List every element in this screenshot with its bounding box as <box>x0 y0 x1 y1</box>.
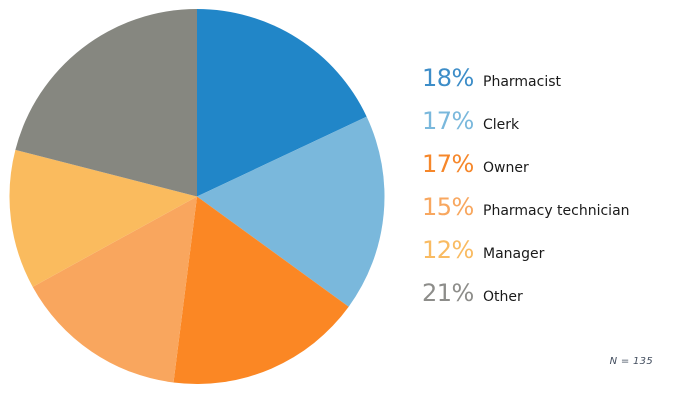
legend-label: Owner <box>483 160 529 176</box>
legend-label: Manager <box>483 246 545 262</box>
pie-slice-owner <box>173 196 349 384</box>
legend-label: Other <box>483 289 523 305</box>
pie-slice-other <box>15 9 198 197</box>
legend-percent: 17% <box>422 107 474 135</box>
pie-slice-pharmacist <box>197 9 367 197</box>
pie-slice-clerk <box>197 116 385 307</box>
legend-item-pharmacy-technician: 15% Pharmacy technician <box>422 193 630 222</box>
pie-slice-pharmacy-technician <box>32 196 197 383</box>
legend-item-manager: 12% Manager <box>422 236 630 265</box>
legend: 18% Pharmacist 17% Clerk 17% Owner 15% P… <box>422 64 630 322</box>
legend-percent: 15% <box>422 193 474 221</box>
legend-item-owner: 17% Owner <box>422 150 630 179</box>
legend-label: Clerk <box>483 117 520 133</box>
legend-item-pharmacist: 18% Pharmacist <box>422 64 630 93</box>
legend-percent: 21% <box>422 279 474 307</box>
legend-percent: 18% <box>422 64 474 92</box>
legend-label: Pharmacist <box>483 74 561 90</box>
legend-label: Pharmacy technician <box>483 203 630 219</box>
legend-item-clerk: 17% Clerk <box>422 107 630 136</box>
pie-chart <box>9 9 385 384</box>
legend-percent: 17% <box>422 150 474 178</box>
legend-item-other: 21% Other <box>422 279 630 308</box>
pie-slice-manager <box>9 149 197 287</box>
sample-size-note: N = 135 <box>609 356 653 367</box>
legend-percent: 12% <box>422 236 474 264</box>
